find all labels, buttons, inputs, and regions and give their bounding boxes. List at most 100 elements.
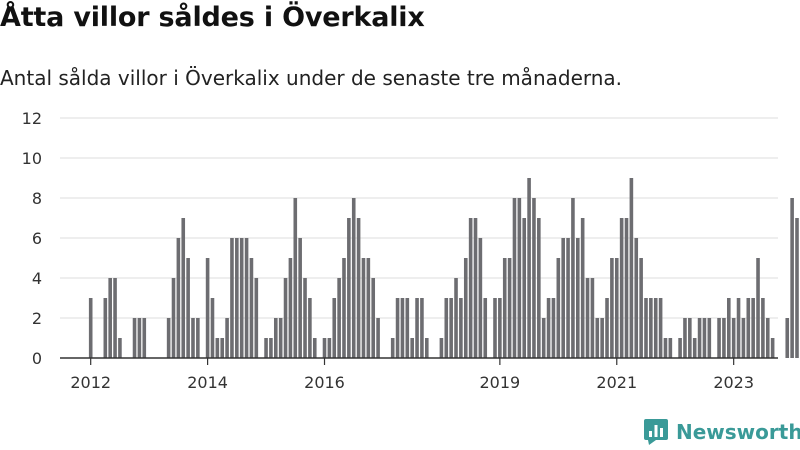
gridlines xyxy=(60,117,778,319)
bar xyxy=(176,238,181,358)
bar xyxy=(546,298,551,358)
bar xyxy=(210,298,215,358)
bar xyxy=(468,218,473,358)
bar xyxy=(736,298,741,358)
bar xyxy=(342,258,346,358)
bar xyxy=(688,318,692,358)
bar xyxy=(746,298,751,358)
bar xyxy=(678,338,682,358)
bar xyxy=(118,338,122,358)
bar xyxy=(283,278,288,358)
bar xyxy=(756,258,760,358)
bar xyxy=(697,318,702,358)
bar xyxy=(439,338,444,358)
bar xyxy=(230,238,234,358)
bar xyxy=(741,318,746,358)
bar xyxy=(483,298,488,358)
bar xyxy=(395,298,400,358)
bar xyxy=(502,258,507,358)
bar xyxy=(663,338,668,358)
bar xyxy=(186,258,190,358)
bar xyxy=(390,338,395,358)
bar xyxy=(366,258,371,358)
bar xyxy=(517,198,522,358)
newsworthy-brand: Newsworthy xyxy=(644,419,800,445)
y-tick-label: 4 xyxy=(32,269,42,288)
bar xyxy=(717,318,721,358)
bar xyxy=(649,298,653,358)
bar xyxy=(415,298,419,358)
bar xyxy=(205,258,210,358)
bar xyxy=(761,298,765,358)
bar xyxy=(351,198,356,358)
bar xyxy=(668,338,673,358)
bar xyxy=(420,298,424,358)
bar xyxy=(473,218,478,358)
bar xyxy=(371,278,376,358)
bar xyxy=(171,278,176,358)
bar xyxy=(298,238,302,358)
chart-title: Åtta villor såldes i Överkalix xyxy=(0,2,425,33)
y-tick-label: 12 xyxy=(22,109,42,128)
y-axis-tick-labels: 0 2 4 6 8 10 12 xyxy=(22,109,42,368)
bar xyxy=(692,338,697,358)
bar xyxy=(707,318,712,358)
bar xyxy=(683,318,687,358)
bar xyxy=(269,338,273,358)
bar xyxy=(634,238,639,358)
bar xyxy=(239,238,244,358)
bar xyxy=(288,258,293,358)
bar xyxy=(580,218,585,358)
bar xyxy=(405,298,410,358)
bar xyxy=(166,318,171,358)
bar xyxy=(624,218,629,358)
bar xyxy=(376,318,380,358)
bar xyxy=(785,318,790,358)
bar xyxy=(537,218,541,358)
bar xyxy=(88,298,93,358)
bar xyxy=(610,258,614,358)
bar xyxy=(264,338,268,358)
bar xyxy=(541,318,546,358)
bar xyxy=(765,318,770,358)
x-tick-label: 2019 xyxy=(480,373,521,392)
bar xyxy=(103,298,108,358)
bar xyxy=(629,178,634,358)
bar xyxy=(244,238,249,358)
bar xyxy=(653,298,658,358)
bar xyxy=(751,298,755,358)
bar xyxy=(347,218,351,358)
bar xyxy=(454,278,458,358)
bar xyxy=(478,238,483,358)
bar xyxy=(278,318,283,358)
bar xyxy=(361,258,366,358)
bar xyxy=(658,298,663,358)
bar xyxy=(332,298,337,358)
bar xyxy=(644,298,648,358)
x-tick-label: 2021 xyxy=(596,373,637,392)
bar xyxy=(312,338,317,358)
bar xyxy=(722,318,726,358)
bar xyxy=(507,258,512,358)
bar xyxy=(463,258,468,358)
bar xyxy=(727,298,731,358)
bar xyxy=(220,338,225,358)
chart-subtitle: Antal sålda villor i Överkalix under de … xyxy=(0,66,623,90)
bar xyxy=(585,278,590,358)
bar xyxy=(132,318,137,358)
bar xyxy=(400,298,405,358)
bar xyxy=(303,278,307,358)
bar xyxy=(108,278,112,358)
x-tick-label: 2012 xyxy=(70,373,111,392)
bar xyxy=(273,318,278,358)
bar xyxy=(566,238,570,358)
bar xyxy=(731,318,736,358)
bar xyxy=(512,198,517,358)
bar xyxy=(308,298,312,358)
bar xyxy=(527,178,531,358)
bar xyxy=(571,198,575,358)
bar xyxy=(113,278,117,358)
y-tick-label: 6 xyxy=(32,229,42,248)
x-tick-label: 2023 xyxy=(713,373,754,392)
